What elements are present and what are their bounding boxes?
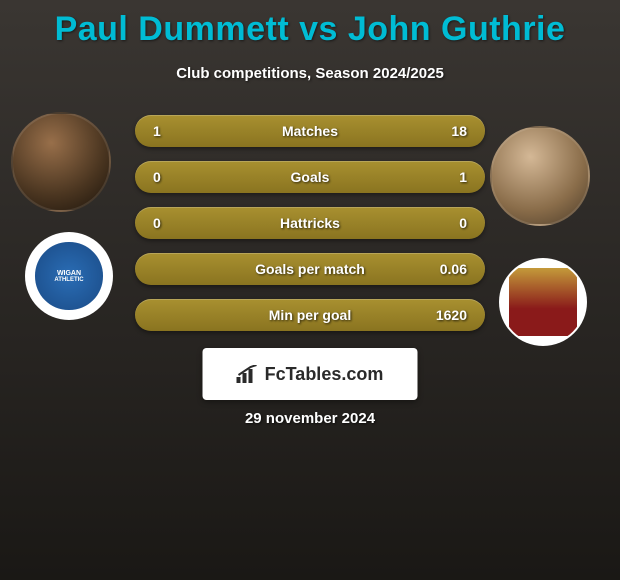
- stats-container: 1Matches180Goals10Hattricks0Goals per ma…: [135, 115, 485, 345]
- branding-text: FcTables.com: [265, 364, 384, 385]
- comparison-subtitle: Club competitions, Season 2024/2025: [0, 65, 620, 82]
- stat-label: Matches: [189, 123, 431, 139]
- chart-icon: [237, 365, 259, 383]
- stat-row: 1Matches18: [135, 115, 485, 147]
- stat-left-value: 1: [153, 123, 189, 139]
- player-right-avatar: [490, 126, 590, 226]
- comparison-title: Paul Dummett vs John Guthrie: [0, 0, 620, 49]
- club-right-badge-inner: [509, 268, 576, 335]
- stat-label: Goals: [189, 169, 431, 185]
- stat-row: 0Goals1: [135, 161, 485, 193]
- stat-label: Goals per match: [189, 261, 431, 277]
- club-right-badge: [499, 258, 587, 346]
- branding-box: FcTables.com: [203, 348, 418, 400]
- club-left-badge-inner: WIGAN ATHLETIC: [35, 242, 102, 309]
- stat-right-value: 1: [431, 169, 467, 185]
- stat-right-value: 1620: [431, 307, 467, 323]
- stat-right-value: 0: [431, 215, 467, 231]
- stat-right-value: 0.06: [431, 261, 467, 277]
- stat-label: Min per goal: [189, 307, 431, 323]
- stat-row: Goals per match0.06: [135, 253, 485, 285]
- stat-left-value: 0: [153, 215, 189, 231]
- stat-right-value: 18: [431, 123, 467, 139]
- player-left-avatar: [11, 112, 111, 212]
- comparison-date: 29 november 2024: [0, 410, 620, 427]
- stat-row: 0Hattricks0: [135, 207, 485, 239]
- stat-label: Hattricks: [189, 215, 431, 231]
- stat-left-value: 0: [153, 169, 189, 185]
- stat-row: Min per goal1620: [135, 299, 485, 331]
- club-left-badge: WIGAN ATHLETIC: [25, 232, 113, 320]
